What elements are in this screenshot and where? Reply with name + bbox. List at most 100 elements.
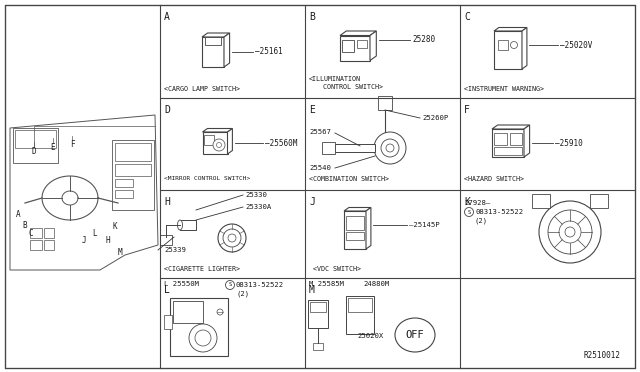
Text: 25339: 25339 <box>164 247 186 253</box>
Text: 27928—: 27928— <box>464 200 490 206</box>
Text: D: D <box>32 147 36 156</box>
Polygon shape <box>202 128 232 132</box>
Bar <box>532 194 550 208</box>
Text: 25020X: 25020X <box>357 333 383 339</box>
Text: S: S <box>467 209 470 215</box>
Text: D: D <box>164 105 170 115</box>
Bar <box>346 216 364 230</box>
Text: S: S <box>228 282 232 288</box>
Text: <COMBINATION SWITCH>: <COMBINATION SWITCH> <box>309 176 389 182</box>
Bar <box>112 140 154 210</box>
Text: 25330: 25330 <box>245 192 267 198</box>
Text: F: F <box>464 105 470 115</box>
Bar <box>13 128 58 163</box>
Bar <box>342 40 354 52</box>
Polygon shape <box>366 208 371 249</box>
Text: H: H <box>164 197 170 207</box>
Ellipse shape <box>465 208 474 217</box>
Bar <box>15 130 56 148</box>
Ellipse shape <box>374 132 406 164</box>
Polygon shape <box>202 33 230 37</box>
Text: E: E <box>309 105 315 115</box>
Text: R2510012: R2510012 <box>583 351 620 360</box>
Ellipse shape <box>195 330 211 346</box>
Ellipse shape <box>539 201 601 263</box>
Bar <box>173 301 203 323</box>
Bar <box>170 298 228 356</box>
Bar <box>335 144 375 152</box>
Text: A: A <box>16 210 20 219</box>
Bar <box>30 228 42 238</box>
Bar <box>202 132 227 154</box>
Text: L: L <box>164 285 170 295</box>
Text: F: F <box>70 140 74 149</box>
Bar <box>202 37 224 67</box>
Text: H: H <box>106 236 110 245</box>
Text: 25567: 25567 <box>309 129 331 135</box>
Bar <box>346 296 374 334</box>
Bar <box>378 96 392 110</box>
Bar <box>30 240 42 250</box>
Bar <box>205 37 221 45</box>
Ellipse shape <box>217 309 223 315</box>
Ellipse shape <box>228 234 236 242</box>
Ellipse shape <box>223 229 241 247</box>
Text: A: A <box>164 12 170 22</box>
Text: —25560M: —25560M <box>265 138 298 148</box>
Bar <box>44 240 54 250</box>
Bar <box>44 228 54 238</box>
Text: <VDC SWITCH>: <VDC SWITCH> <box>313 266 361 272</box>
Text: K: K <box>113 222 117 231</box>
Bar <box>346 232 364 240</box>
Bar <box>204 135 214 145</box>
Text: B: B <box>309 12 315 22</box>
Bar <box>590 194 608 208</box>
Bar <box>357 40 367 48</box>
Text: B: B <box>22 221 28 230</box>
Text: <ILLUMINATION: <ILLUMINATION <box>309 76 361 82</box>
Text: OFF: OFF <box>406 330 424 340</box>
Text: <MIRROR CONTROL SWITCH>: <MIRROR CONTROL SWITCH> <box>164 176 250 181</box>
Text: K: K <box>464 197 470 207</box>
Bar <box>310 302 326 312</box>
Text: (2): (2) <box>475 218 488 224</box>
Polygon shape <box>370 31 376 61</box>
Ellipse shape <box>565 227 575 237</box>
Text: —25910: —25910 <box>555 138 583 148</box>
Text: <CIGARETTE LIGHTER>: <CIGARETTE LIGHTER> <box>164 266 240 272</box>
Text: C: C <box>29 229 33 238</box>
Ellipse shape <box>216 142 221 148</box>
Text: 25540: 25540 <box>309 165 331 171</box>
Text: CONTROL SWITCH>: CONTROL SWITCH> <box>323 84 383 90</box>
Text: 25260P: 25260P <box>422 115 448 121</box>
Polygon shape <box>522 28 527 69</box>
Bar <box>494 31 522 69</box>
Bar <box>340 35 370 61</box>
Text: J: J <box>309 197 315 207</box>
Ellipse shape <box>177 220 182 230</box>
Text: M: M <box>309 285 315 295</box>
Bar <box>348 298 372 312</box>
Text: E: E <box>51 143 55 152</box>
Text: 25280: 25280 <box>412 35 435 45</box>
Text: M 25585M: M 25585M <box>309 281 344 287</box>
Ellipse shape <box>225 280 234 289</box>
Text: —25020V: —25020V <box>560 41 593 49</box>
Bar <box>494 147 522 155</box>
Bar <box>180 220 196 230</box>
Text: (2): (2) <box>236 291 249 297</box>
Ellipse shape <box>213 139 225 151</box>
Polygon shape <box>340 31 376 35</box>
Text: M: M <box>118 248 122 257</box>
Text: 24880M: 24880M <box>363 281 389 287</box>
Bar <box>115 190 133 198</box>
Polygon shape <box>524 125 530 157</box>
Bar <box>498 40 508 50</box>
Text: <CARGO LAMP SWITCH>: <CARGO LAMP SWITCH> <box>164 86 240 92</box>
Text: 08313-52522: 08313-52522 <box>236 282 284 288</box>
Ellipse shape <box>548 210 592 254</box>
Bar <box>510 133 522 145</box>
Ellipse shape <box>395 318 435 352</box>
Polygon shape <box>224 33 230 67</box>
Text: <HAZARD SWITCH>: <HAZARD SWITCH> <box>464 176 524 182</box>
